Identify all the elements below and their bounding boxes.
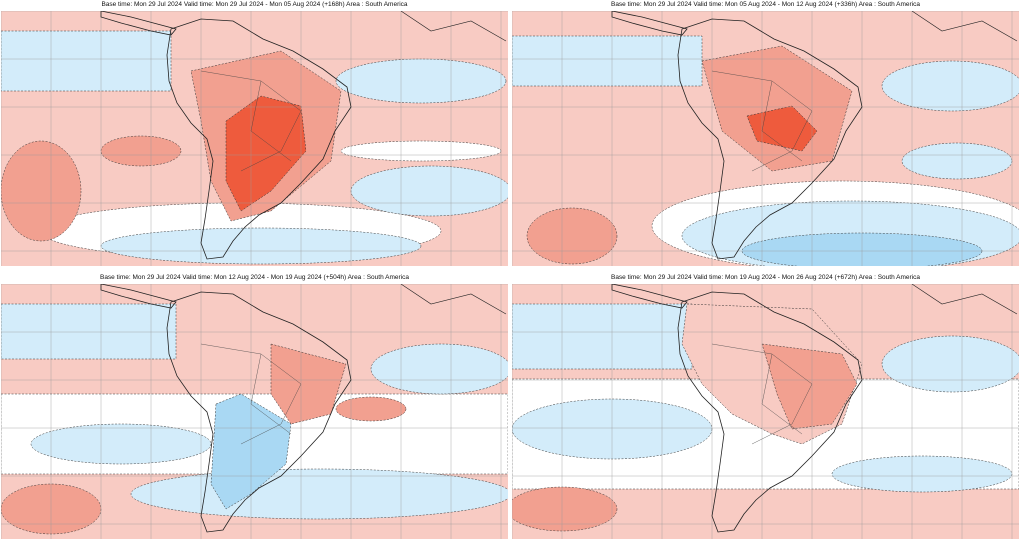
border xyxy=(711,343,813,445)
anomaly-area xyxy=(512,486,618,532)
coastline xyxy=(611,284,688,309)
coastline xyxy=(677,18,863,260)
anomaly-area xyxy=(270,343,347,425)
anomaly-area xyxy=(340,140,502,162)
anomaly-area xyxy=(100,135,182,167)
anomaly-area xyxy=(350,165,508,217)
anomaly-area xyxy=(761,343,858,430)
anomaly-area xyxy=(30,423,212,465)
anomaly-area xyxy=(335,58,507,104)
panel-title: Base time: Mon 29 Jul 2024 Valid time: M… xyxy=(610,274,920,281)
panel-title: Base time: Mon 29 Jul 2024 Valid time: M… xyxy=(99,274,409,281)
anomaly-area xyxy=(1,30,172,92)
coastline xyxy=(911,11,1018,42)
anomaly-area xyxy=(512,35,703,87)
coastline xyxy=(911,284,1018,315)
forecast-panel: Base time: Mon 29 Jul 2024 Valid time: M… xyxy=(512,273,1019,541)
coastline xyxy=(400,284,507,315)
anomaly-area xyxy=(225,95,307,212)
coastline xyxy=(100,284,177,309)
coastline xyxy=(166,291,352,533)
anomaly-area xyxy=(1,140,82,242)
anomaly-area xyxy=(881,60,1019,112)
forecast-panel: Base time: Mon 29 Jul 2024 Valid time: M… xyxy=(1,0,508,268)
anomaly-area xyxy=(100,227,422,265)
coastline xyxy=(400,11,507,42)
border xyxy=(200,70,302,172)
coastline xyxy=(677,291,863,533)
forecast-panel: Base time: Mon 29 Jul 2024 Valid time: M… xyxy=(1,273,508,541)
anomaly-area xyxy=(1,303,177,360)
coastline xyxy=(166,18,352,260)
anomaly-area xyxy=(130,468,508,520)
border xyxy=(200,343,302,445)
border xyxy=(711,70,813,172)
anomaly-area xyxy=(701,45,853,172)
anomaly-area xyxy=(746,105,818,152)
coastline xyxy=(100,11,177,36)
anomaly-area xyxy=(526,207,618,265)
anomaly-area xyxy=(881,335,1019,393)
panel-title: Base time: Mon 29 Jul 2024 Valid time: M… xyxy=(101,1,408,8)
forecast-panel: Base time: Mon 29 Jul 2024 Valid time: M… xyxy=(512,0,1019,268)
anomaly-map xyxy=(512,11,1019,266)
anomaly-area xyxy=(370,343,508,395)
anomaly-map xyxy=(512,284,1019,539)
anomaly-area xyxy=(512,303,693,370)
panel-title: Base time: Mon 29 Jul 2024 Valid time: M… xyxy=(610,1,920,8)
coastline xyxy=(611,11,688,36)
anomaly-area xyxy=(831,455,1013,493)
anomaly-map xyxy=(1,11,508,266)
anomaly-map xyxy=(1,284,508,539)
anomaly-area xyxy=(335,396,407,422)
anomaly-area xyxy=(901,142,1013,180)
